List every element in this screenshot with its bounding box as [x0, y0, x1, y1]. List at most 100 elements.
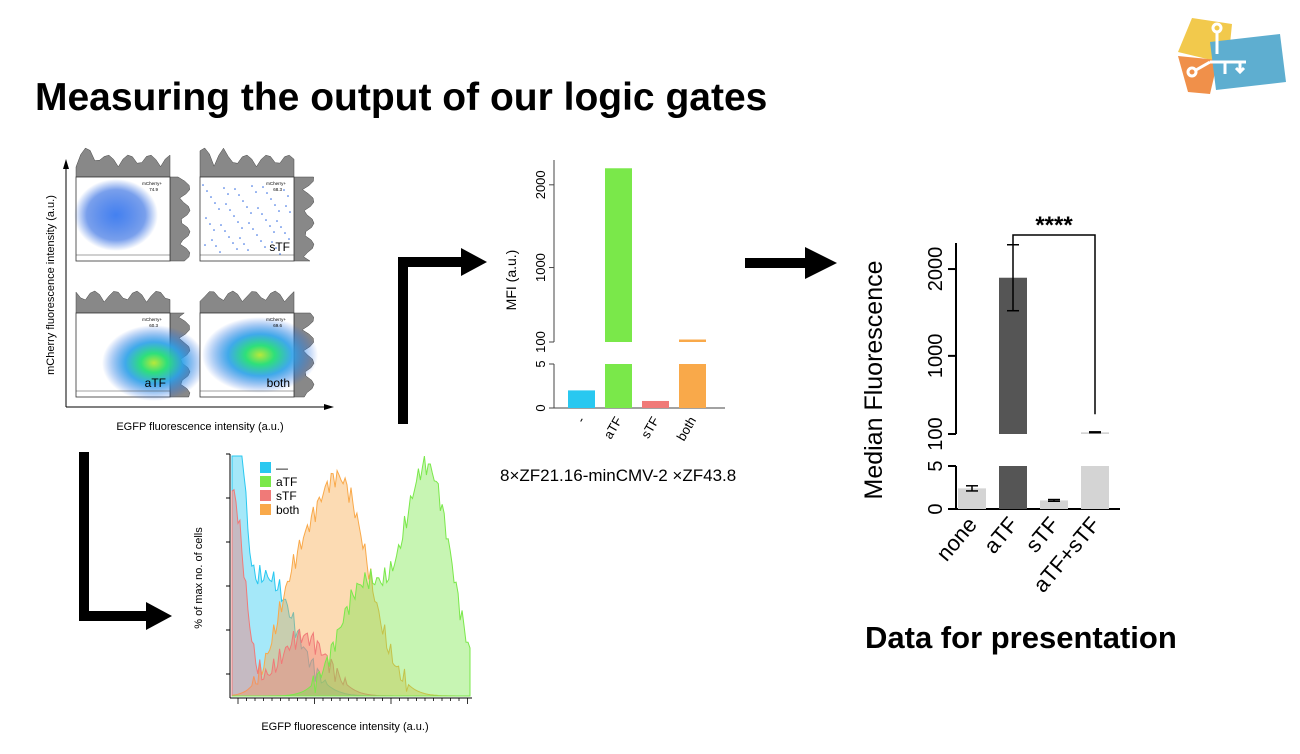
flow-event-dot — [218, 208, 220, 210]
flow-panel-label: aTF — [145, 376, 166, 390]
hist-legend-label: — — [276, 461, 288, 475]
flow-event-dot — [261, 213, 263, 215]
flow-event-dot — [271, 241, 273, 243]
flow-event-dot — [288, 238, 290, 240]
flow-event-dot — [269, 225, 271, 227]
flow-gate-label: mCherry+ — [266, 317, 286, 322]
arrow-right-up-icon — [398, 248, 487, 424]
mfi-y-tick-label: 100 — [533, 331, 548, 353]
flow-event-dot — [287, 195, 289, 197]
median-y-tick-label: 1000 — [925, 334, 947, 379]
flow-event-dot — [234, 188, 236, 190]
hist-series-both — [231, 468, 470, 697]
hist-legend-label: aTF — [276, 475, 297, 489]
logo-blue-shape — [1210, 34, 1286, 90]
mfi-y-tick-label: 0 — [533, 404, 548, 411]
mfi-y-tick-label: 5 — [533, 360, 548, 367]
median-y-tick-label: 5 — [925, 460, 947, 471]
flow-event-dot — [260, 240, 262, 242]
hist-series-atf — [232, 456, 471, 697]
flow-right-histogram — [169, 176, 191, 262]
mfi-x-tick-label: aTF — [601, 414, 626, 442]
flow-event-dot — [241, 227, 243, 229]
flow-gate-label: mCherry+ — [142, 181, 162, 186]
flow-event-dot — [275, 247, 277, 249]
flow-event-dot — [202, 184, 204, 186]
flow-event-dot — [233, 215, 235, 217]
flow-event-dot — [210, 196, 212, 198]
flow-event-dot — [236, 248, 238, 250]
flow-event-dot — [264, 246, 266, 248]
flow-gate-value: 60.3 — [149, 323, 158, 328]
flow-gate-label: mCherry+ — [266, 181, 286, 186]
hist-y-label: % of max no. of cells — [193, 527, 205, 629]
flow-top-histogram — [199, 147, 295, 178]
flow-gate-value: 68.3 — [273, 187, 282, 192]
flow-event-dot — [228, 236, 230, 238]
flow-event-dot — [232, 242, 234, 244]
flow-event-dot — [206, 190, 208, 192]
flow-density-cloud — [102, 325, 206, 401]
median-bar — [1040, 500, 1068, 509]
construct-label: 8×ZF21.16-minCMV-2 ×ZF43.8 — [500, 466, 737, 485]
flow-event-dot — [238, 194, 240, 196]
flow-event-dot — [276, 220, 278, 222]
significance-label: **** — [1035, 212, 1073, 239]
flow-top-histogram — [75, 147, 171, 178]
mfi-x-tick-label: sTF — [638, 414, 662, 441]
hist-legend-swatch — [260, 462, 271, 473]
flow-event-dot — [220, 224, 222, 226]
flow-event-dot — [265, 219, 267, 221]
median-y-tick-label: 100 — [925, 417, 947, 450]
flow-event-dot — [242, 200, 244, 202]
flow-top-histogram — [199, 290, 295, 314]
arrow-right-icon — [745, 247, 837, 279]
flow-panel-label: both — [267, 376, 290, 390]
flow-panel: mCherry+68.3 sTF — [199, 147, 315, 262]
flow-event-dot — [278, 210, 280, 212]
median-x-tick-label: none — [931, 512, 982, 566]
mfi-y-label: MFI (a.u.) — [503, 250, 519, 311]
flow-event-dot — [209, 223, 211, 225]
flow-event-dot — [215, 245, 217, 247]
mfi-y-tick-label: 1000 — [533, 253, 548, 282]
flow-event-dot — [213, 229, 215, 231]
hist-legend-label: sTF — [276, 489, 297, 503]
arrow-down-right-icon — [79, 452, 172, 630]
median-y-label: Median Fluorescence — [860, 260, 888, 499]
median-bar — [958, 488, 986, 509]
flow-event-dot — [283, 189, 285, 191]
logo-orange-shape — [1178, 56, 1218, 94]
flow-event-dot — [250, 212, 252, 214]
flow-event-dot — [211, 239, 213, 241]
flow-event-dot — [219, 251, 221, 253]
flow-panel: mCherry+74.9 — [74, 147, 191, 262]
mfi-bar-upper — [605, 168, 632, 342]
mfi-bar-lower — [679, 364, 706, 408]
mfi-x-tick-label: - — [573, 414, 588, 425]
flow-event-dot — [204, 244, 206, 246]
mfi-bar — [642, 400, 669, 408]
flow-right-histogram — [293, 176, 315, 262]
flow-event-dot — [289, 211, 291, 213]
mfi-y-tick-label: 2000 — [533, 170, 548, 199]
flow-event-dot — [243, 243, 245, 245]
median-x-tick-label: aTF — [979, 512, 1023, 558]
flow-panel: mCherry+69.6 both — [199, 290, 318, 398]
median-y-tick-label: 2000 — [925, 247, 947, 292]
flow-event-dot — [237, 221, 239, 223]
flow-event-dot — [257, 207, 259, 209]
circuit-logo-icon — [1178, 18, 1286, 94]
median-bar-lower — [1081, 466, 1109, 509]
flow-event-dot — [247, 249, 249, 251]
significance-bracket — [1012, 234, 1096, 415]
mfi-bar-upper — [679, 339, 706, 342]
flow-gate-label: mCherry+ — [142, 317, 162, 322]
hist-legend-swatch — [260, 490, 271, 501]
flow-event-dot — [252, 228, 254, 230]
flow-density-cloud — [74, 179, 158, 251]
flow-x-label: EGFP fluorescence intensity (a.u.) — [116, 421, 283, 433]
flow-event-dot — [205, 217, 207, 219]
